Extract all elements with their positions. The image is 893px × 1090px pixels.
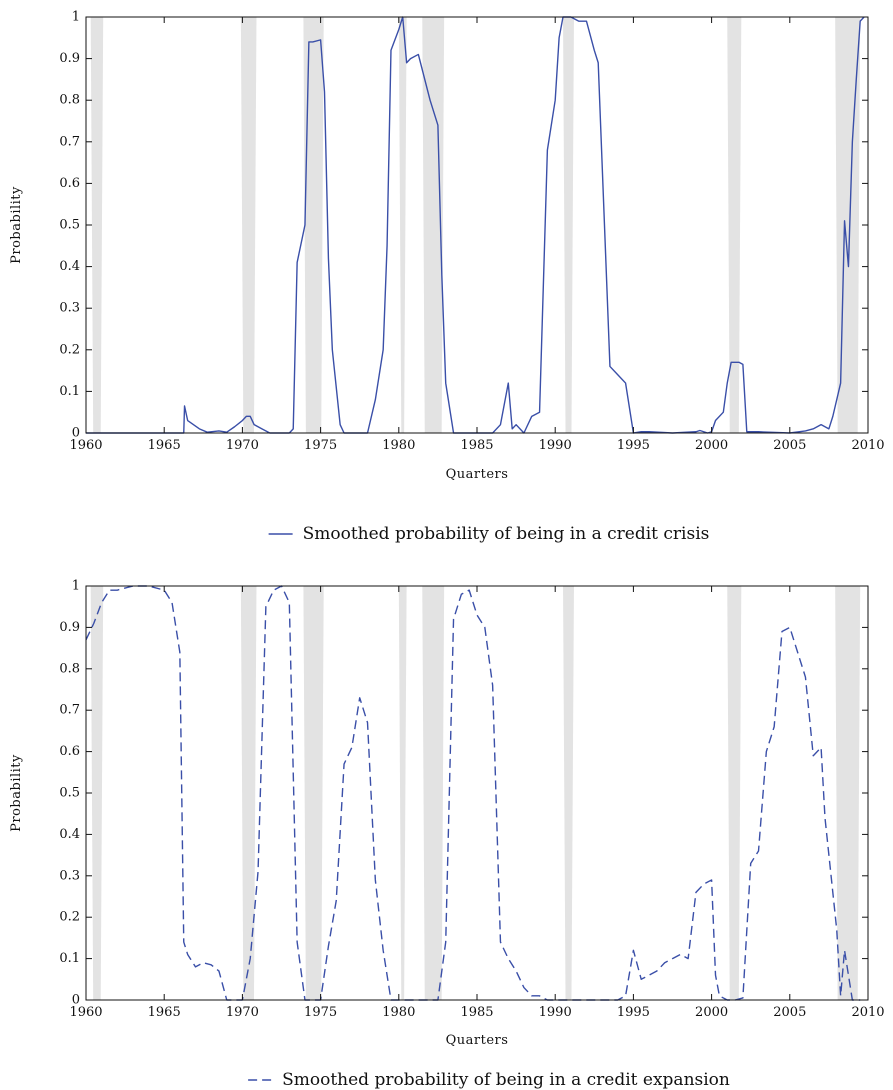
y-tick-label: 0.3 (59, 301, 80, 316)
x-axis-title: Quarters (446, 467, 509, 482)
y-tick-label: 0.5 (59, 218, 80, 233)
tick-marks (85, 16, 869, 434)
y-tick-label: 0.9 (59, 51, 80, 66)
y-tick-label: 0.1 (59, 951, 80, 966)
x-tick-label: 2010 (851, 1005, 884, 1020)
recession-band (727, 586, 742, 1000)
y-tick-label: 0.6 (59, 176, 80, 191)
y-tick-label: 0 (72, 993, 80, 1008)
plot-frame (85, 585, 869, 1001)
recession-band (90, 586, 104, 1000)
recession-band (563, 586, 574, 1000)
series-line (85, 585, 861, 1001)
y-tick-label: 0 (72, 426, 80, 441)
y-tick-label: 0.4 (59, 827, 80, 842)
recession-shading (90, 586, 861, 1000)
x-tick-label: 1960 (69, 1005, 102, 1020)
x-tick-label: 1975 (304, 1005, 337, 1020)
x-tick-label: 2010 (851, 438, 884, 453)
legend: Smoothed probability of being in a credi… (268, 524, 710, 544)
recession-band (563, 17, 574, 433)
y-tick-label: 0.1 (59, 384, 80, 399)
y-tick-label: 1 (72, 10, 80, 25)
y-tick-label: 0.6 (59, 744, 80, 759)
y-tick-label: 0.2 (59, 342, 80, 357)
x-tick-label: 1960 (69, 438, 102, 453)
tick-labels: 1960 1965 1970 1975 1980 1985 1990 1995 2000 2005… (59, 579, 884, 1021)
recession-band (303, 17, 324, 433)
x-tick-label: 1970 (226, 1005, 259, 1020)
x-tick-label: 1995 (617, 438, 650, 453)
y-tick-label: 0.8 (59, 661, 80, 676)
y-tick-label: 0.5 (59, 786, 80, 801)
y-tick-label: 0.7 (59, 134, 80, 149)
x-tick-label: 2005 (773, 438, 806, 453)
x-axis-title: Quarters (446, 1033, 509, 1048)
x-tick-label: 1985 (460, 438, 493, 453)
x-tick-label: 2005 (773, 1005, 806, 1020)
recession-band (303, 586, 324, 1000)
x-tick-label: 1985 (460, 1005, 493, 1020)
y-axis-title: Probability (9, 754, 24, 832)
series-layer (86, 16, 865, 434)
y-tick-label: 0.7 (59, 703, 80, 718)
legend-label: Smoothed probability of being in a credi… (303, 524, 710, 544)
recession-band (835, 586, 861, 1000)
recession-band (240, 17, 257, 433)
y-tick-label: 0.9 (59, 620, 80, 635)
x-tick-label: 1965 (148, 438, 181, 453)
y-tick-label: 0.4 (59, 259, 80, 274)
x-tick-label: 1975 (304, 438, 337, 453)
recession-band (422, 586, 445, 1000)
legend: Smoothed probability of being in a credi… (248, 1070, 730, 1090)
x-tick-label: 2000 (695, 438, 728, 453)
y-tick-label: 0.2 (59, 910, 80, 925)
recession-band (240, 586, 257, 1000)
recession-shading (90, 17, 861, 433)
x-tick-label: 1980 (382, 1005, 415, 1020)
x-tick-label: 2000 (695, 1005, 728, 1020)
recession-band (398, 17, 407, 433)
y-tick-label: 0.3 (59, 868, 80, 883)
plot-frame (85, 16, 869, 434)
credit-crisis-chart: 1960 1965 1970 1975 1980 1985 1990 1995 2000 2005… (9, 10, 885, 545)
series-layer (85, 585, 861, 1001)
legend-label: Smoothed probability of being in a credi… (282, 1070, 730, 1090)
series-line (86, 16, 865, 434)
recession-band (90, 17, 104, 433)
credit-expansion-chart: 1960 1965 1970 1975 1980 1985 1990 1995 2000 2005… (9, 579, 885, 1090)
y-axis-title: Probability (9, 186, 24, 264)
x-tick-label: 1995 (617, 1005, 650, 1020)
x-tick-label: 1980 (382, 438, 415, 453)
x-tick-label: 1990 (539, 1005, 572, 1020)
x-tick-label: 1965 (148, 1005, 181, 1020)
y-tick-label: 0.8 (59, 93, 80, 108)
recession-band (398, 586, 407, 1000)
tick-marks (85, 585, 869, 1001)
y-tick-label: 1 (72, 579, 80, 594)
tick-labels: 1960 1965 1970 1975 1980 1985 1990 1995 2000 2005… (59, 10, 884, 454)
x-tick-label: 1990 (539, 438, 572, 453)
recession-band (422, 17, 445, 433)
recession-band (727, 17, 742, 433)
x-tick-label: 1970 (226, 438, 259, 453)
